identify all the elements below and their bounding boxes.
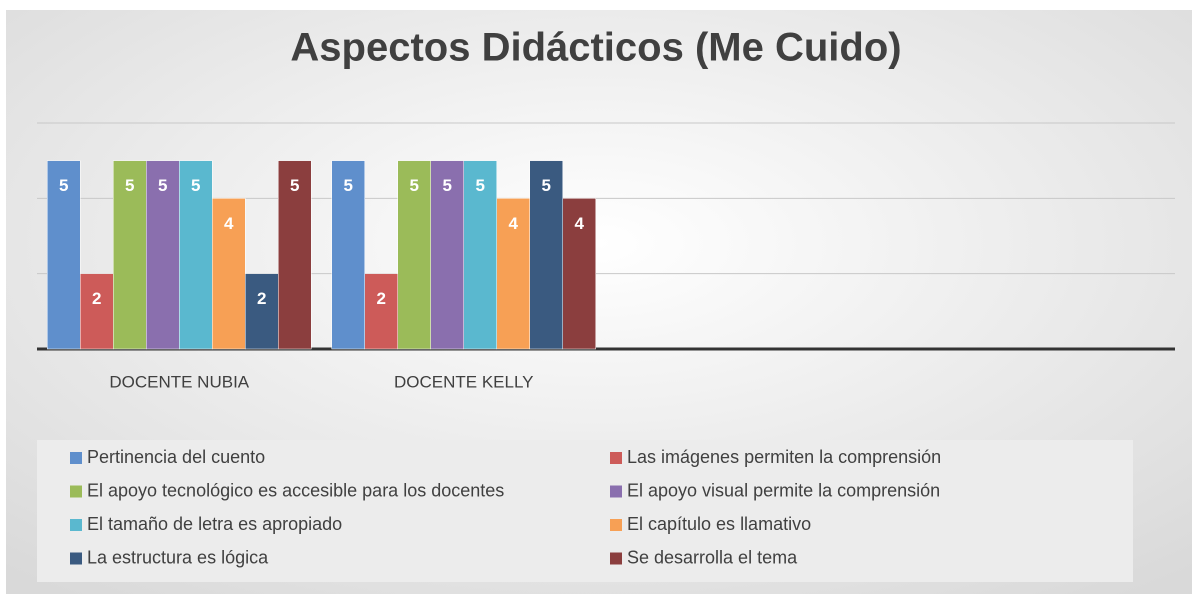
chart-title: Aspectos Didácticos (Me Cuido) — [290, 26, 901, 70]
legend-label: El apoyo tecnológico es accesible para l… — [87, 480, 504, 500]
data-label: 2 — [377, 289, 386, 308]
data-label: 5 — [158, 176, 167, 195]
legend-swatch — [610, 519, 622, 531]
legend-swatch — [70, 452, 82, 464]
data-label: 2 — [257, 289, 266, 308]
data-label: 4 — [224, 214, 234, 233]
legend-swatch — [610, 552, 622, 565]
legend-swatch — [70, 552, 82, 565]
bar — [245, 273, 279, 350]
bar — [364, 273, 398, 350]
data-label: 2 — [92, 289, 101, 308]
data-label: 5 — [476, 176, 485, 195]
bar — [496, 198, 530, 350]
bar — [278, 160, 312, 350]
data-label: 5 — [344, 176, 353, 195]
data-label: 5 — [410, 176, 419, 195]
bar — [529, 160, 563, 350]
legend-label: El capítulo es llamativo — [627, 514, 811, 534]
bar — [80, 273, 114, 350]
data-label: 5 — [59, 176, 68, 195]
x-tick-label: DOCENTE NUBIA — [109, 372, 249, 391]
data-label: 4 — [575, 214, 585, 233]
bar — [113, 160, 147, 350]
x-tick-label: DOCENTE KELLY — [394, 372, 534, 391]
legend-swatch — [70, 519, 82, 531]
legend-label: Pertinencia del cuento — [87, 447, 265, 467]
legend-swatch — [70, 485, 82, 498]
data-label: 5 — [443, 176, 452, 195]
legend-swatch — [610, 452, 622, 464]
bar — [397, 160, 431, 350]
bar — [331, 160, 365, 350]
data-label: 5 — [542, 176, 551, 195]
bar — [463, 160, 497, 350]
data-label: 4 — [509, 214, 519, 233]
legend-box — [37, 440, 1133, 582]
bar — [430, 160, 464, 350]
bar — [47, 160, 81, 350]
data-label: 5 — [191, 176, 200, 195]
data-label: 5 — [125, 176, 134, 195]
legend-label: El tamaño de letra es apropiado — [87, 514, 342, 534]
legend-label: El apoyo visual permite la comprensión — [627, 480, 940, 500]
bar — [212, 198, 246, 350]
bar — [146, 160, 180, 350]
legend-label: La estructura es lógica — [87, 547, 269, 567]
bar — [179, 160, 213, 350]
legend-swatch — [610, 485, 622, 498]
legend-label: Se desarrolla el tema — [627, 547, 798, 567]
legend-label: Las imágenes permiten la comprensión — [627, 447, 941, 467]
data-label: 5 — [290, 176, 299, 195]
bar — [562, 198, 596, 350]
